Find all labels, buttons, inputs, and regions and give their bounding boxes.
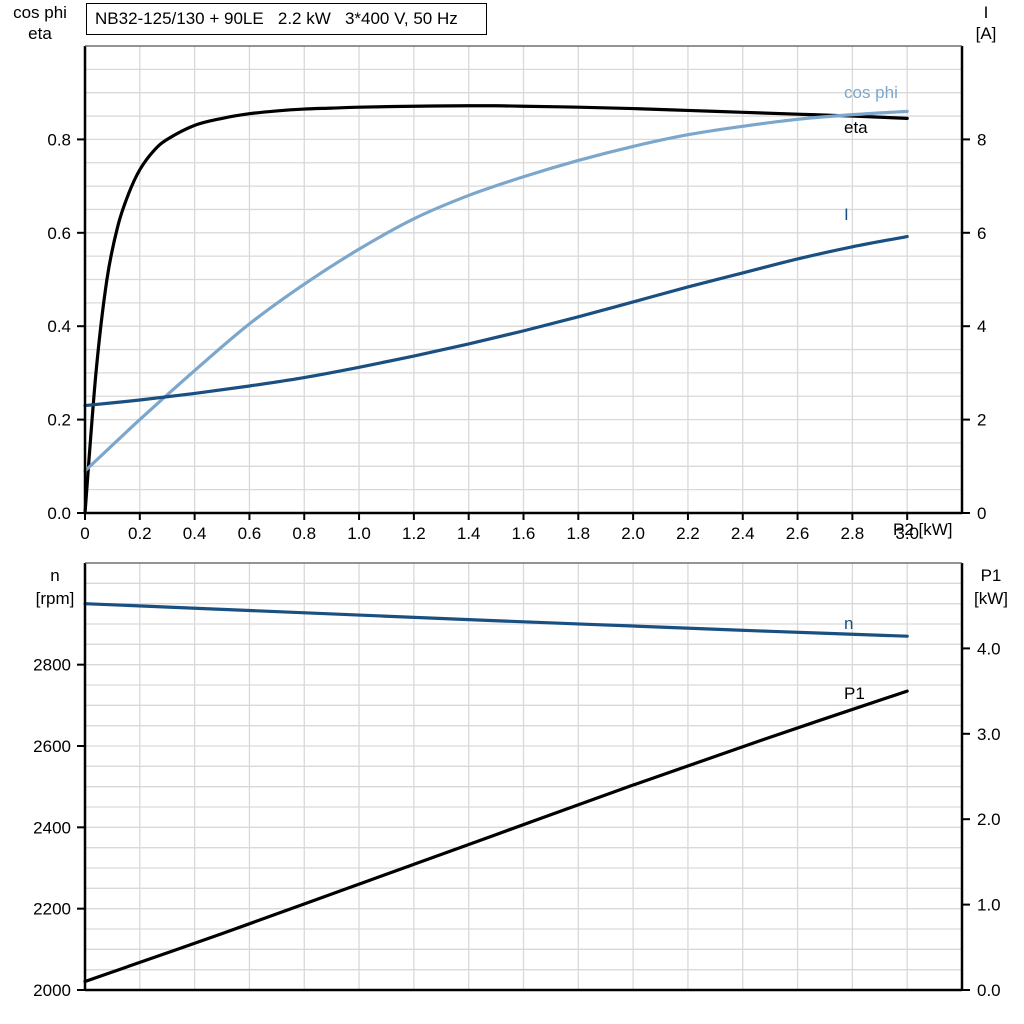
top-chart-gridlines	[85, 46, 962, 513]
top-chart-ticks: 0 0.2 0.4 0.6 0.8 1.0 1.2 1.4 1.6 1.8 2.0 2.2 2.4 2.6…	[47, 130, 986, 543]
top-x-tick-label: 0	[80, 524, 89, 543]
curve-label-eta: eta	[844, 118, 868, 137]
top-left-tick-label: 0.0	[47, 504, 71, 523]
top-x-tick-label: 0.4	[183, 524, 207, 543]
bottom-right-axis-title-line1: P1	[981, 566, 1002, 585]
top-right-tick-label: 4	[977, 317, 986, 336]
top-left-tick-label: 0.4	[47, 317, 71, 336]
bottom-chart: 2000 2200 2400 2600 2800 0.0 1.0 2.0 3.0 4.0 n [r…	[33, 562, 1008, 1000]
top-x-tick-label: 1.2	[402, 524, 426, 543]
bottom-left-tick-label: 2000	[33, 981, 71, 1000]
top-chart-curves	[83, 104, 909, 515]
bottom-chart-curves	[83, 602, 909, 984]
top-x-tick-label: 2.8	[841, 524, 865, 543]
top-x-axis-title: P2 [kW]	[893, 520, 953, 539]
top-right-tick-label: 2	[977, 411, 986, 430]
bottom-right-tick-label: 4.0	[977, 639, 1001, 658]
bottom-left-tick-label: 2800	[33, 656, 71, 675]
top-right-axis-title-line2: [A]	[976, 24, 997, 43]
top-x-tick-label: 2.6	[786, 524, 810, 543]
top-right-tick-label: 6	[977, 224, 986, 243]
top-x-tick-label: 1.6	[512, 524, 536, 543]
top-x-tick-label: 0.6	[238, 524, 262, 543]
top-x-tick-label: 2.2	[676, 524, 700, 543]
top-x-tick-label: 0.2	[128, 524, 152, 543]
top-left-tick-label: 0.8	[47, 130, 71, 149]
top-left-tick-label: 0.2	[47, 411, 71, 430]
bottom-right-tick-label: 1.0	[977, 896, 1001, 915]
curve-eta	[83, 104, 909, 515]
curve-cos-phi	[83, 109, 909, 473]
top-x-tick-label: 1.4	[457, 524, 481, 543]
curve-label-p1: P1	[844, 684, 865, 703]
bottom-right-tick-label: 0.0	[977, 981, 1001, 1000]
curve-label-speed: n	[844, 614, 853, 633]
curve-label-cos-phi: cos phi	[844, 83, 898, 102]
top-right-tick-label: 0	[977, 504, 986, 523]
top-left-axis-title-line2: eta	[28, 24, 52, 43]
curve-p1	[83, 689, 909, 984]
bottom-right-tick-label: 3.0	[977, 725, 1001, 744]
top-x-tick-label: 1.8	[566, 524, 590, 543]
top-left-axis-title-line1: cos phi	[13, 3, 67, 22]
top-x-tick-label: 2.4	[731, 524, 755, 543]
bottom-left-tick-label: 2400	[33, 818, 71, 837]
top-chart: 0 0.2 0.4 0.6 0.8 1.0 1.2 1.4 1.6 1.8 2.0 2.2 2.4 2.6…	[13, 3, 997, 543]
bottom-right-tick-label: 2.0	[977, 810, 1001, 829]
bottom-chart-ticks: 2000 2200 2400 2600 2800 0.0 1.0 2.0 3.0 4.0	[33, 639, 1000, 1000]
top-left-tick-label: 0.6	[47, 224, 71, 243]
top-x-tick-label: 3.0	[895, 524, 919, 543]
curve-n	[83, 602, 909, 638]
top-right-axis-title-line1: I	[984, 3, 989, 22]
curve-label-current: I	[844, 205, 849, 224]
bottom-left-axis-title-line2: [rpm]	[36, 589, 75, 608]
bottom-left-axis-title-line1: n	[50, 566, 59, 585]
chart-title-box: NB32-125/130 + 90LE 2.2 kW 3*400 V, 50 H…	[86, 3, 487, 35]
top-x-tick-label: 0.8	[292, 524, 316, 543]
top-x-tick-label: 1.0	[347, 524, 371, 543]
bottom-right-axis-title-line2: [kW]	[974, 589, 1008, 608]
chart-title-text: NB32-125/130 + 90LE 2.2 kW 3*400 V, 50 H…	[95, 9, 458, 28]
curve-i	[83, 234, 909, 408]
top-x-tick-label: 2.0	[621, 524, 645, 543]
top-right-tick-label: 8	[977, 130, 986, 149]
bottom-left-tick-label: 2600	[33, 737, 71, 756]
bottom-left-tick-label: 2200	[33, 900, 71, 919]
bottom-chart-gridlines	[85, 563, 962, 990]
